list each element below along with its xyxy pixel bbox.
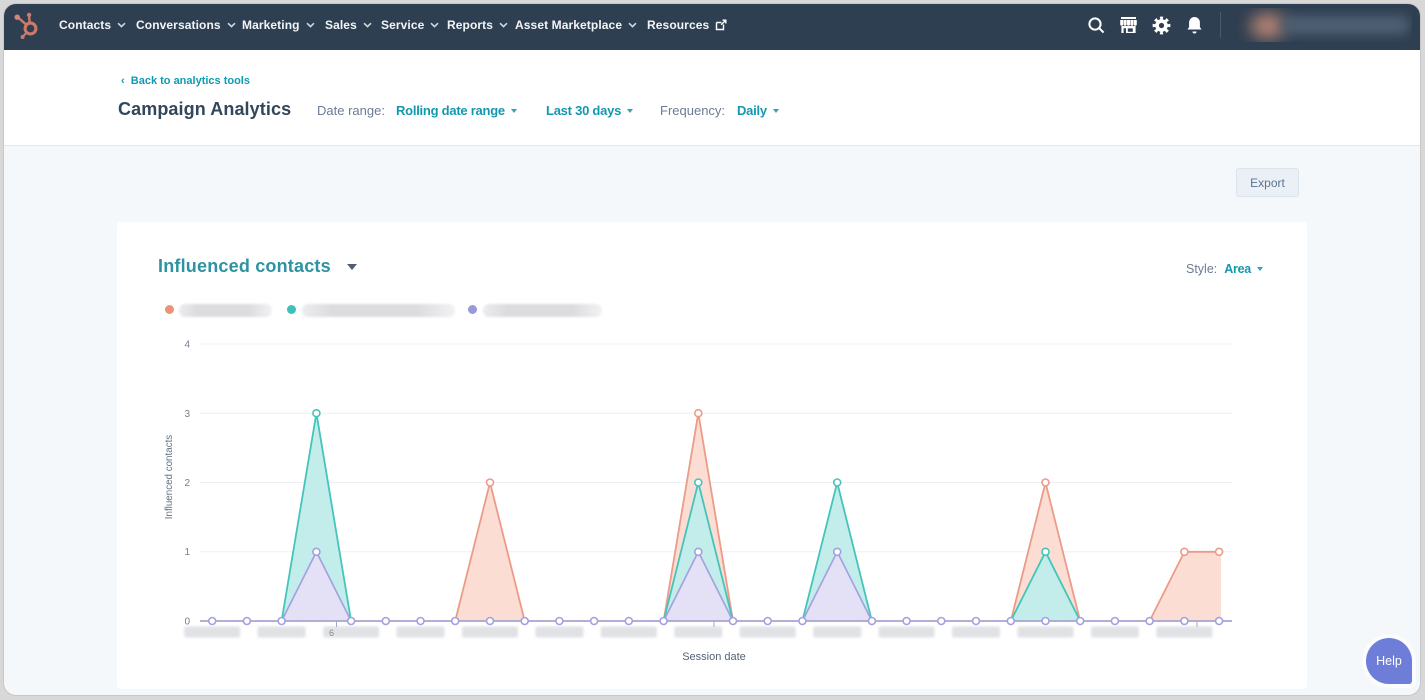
svg-text:1: 1: [184, 547, 190, 558]
svg-text:Influenced contacts: Influenced contacts: [164, 435, 175, 520]
svg-text:4: 4: [184, 340, 190, 351]
svg-text:2: 2: [184, 478, 190, 489]
svg-text:0: 0: [184, 617, 190, 628]
svg-text:6: 6: [329, 628, 334, 638]
svg-text:Session date: Session date: [682, 651, 746, 663]
svg-text:3: 3: [184, 409, 190, 420]
